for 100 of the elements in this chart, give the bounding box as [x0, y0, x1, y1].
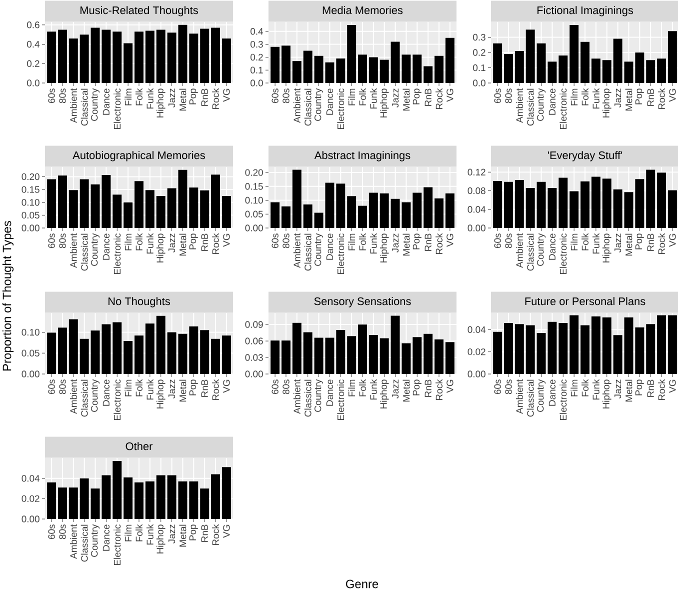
x-tick-label: Dance	[326, 88, 334, 115]
x-tick-label: Country	[314, 88, 324, 121]
x-tick-label: RnB	[424, 380, 432, 397]
x-tick-label: 80s	[59, 524, 66, 540]
bar	[80, 179, 89, 228]
x-tick-label: Classical	[80, 380, 88, 417]
x-tick-label: Ambient	[70, 524, 77, 559]
x-tick-label: Folk	[359, 88, 366, 106]
bar	[514, 324, 524, 374]
bar	[368, 57, 378, 83]
bar	[526, 325, 535, 374]
bar	[200, 190, 210, 228]
x-tick-label: Funk	[146, 379, 154, 400]
x-tick-label: 60s	[272, 234, 278, 248]
x-tick-label: Funk	[592, 88, 600, 108]
y-tick-label: 0.10	[22, 199, 40, 206]
x-tick-label: Dance	[102, 380, 110, 406]
x-tick-label: Dance	[102, 524, 110, 551]
bar	[47, 179, 56, 228]
x-tick-label: Dance	[548, 380, 556, 406]
x-tick-label: Dance	[102, 234, 110, 260]
y-tick-label: 0.03	[245, 354, 263, 361]
y-tick-label: 0.00	[468, 224, 486, 232]
x-tick-label: Electronic	[560, 233, 567, 274]
bar	[445, 342, 454, 374]
x-tick-label: Funk	[592, 379, 600, 400]
x-tick-label: 60s	[48, 88, 55, 103]
x-tick-label: Hiphop	[602, 380, 612, 408]
x-tick-label: Rock	[658, 379, 665, 400]
x-tick-label: Dance	[102, 88, 110, 115]
x-tick-label: Film	[348, 380, 356, 396]
bar	[347, 24, 356, 83]
bar	[211, 174, 220, 228]
bar	[570, 191, 579, 228]
chart-title: Autobiographical Memories	[72, 151, 205, 162]
x-tick-label: Rock	[658, 88, 665, 109]
chart-title: Media Memories	[322, 6, 403, 14]
x-tick-label: RnB	[647, 88, 654, 106]
bar	[211, 338, 220, 374]
y-tick-label: 0.00	[245, 224, 263, 232]
bar	[282, 340, 290, 374]
bar	[211, 28, 220, 83]
bar	[80, 338, 89, 374]
bar	[358, 54, 367, 83]
bar	[124, 340, 133, 374]
bar	[635, 179, 644, 228]
bar	[124, 477, 133, 520]
x-tick-label: Folk	[359, 379, 366, 396]
bar	[47, 332, 56, 374]
x-tick-label: Film	[570, 380, 578, 396]
bar	[580, 325, 590, 374]
x-tick-label: Metal	[402, 88, 410, 111]
bar	[380, 60, 389, 83]
x-tick-label: Folk	[582, 379, 588, 396]
bar	[358, 206, 367, 228]
x-tick-label: Rock	[212, 233, 219, 254]
bar	[336, 58, 346, 83]
bar	[189, 326, 198, 374]
x-tick-label: Rock	[212, 524, 219, 545]
bar	[580, 181, 590, 228]
x-tick-label: Funk	[146, 233, 154, 254]
x-tick-label: Pop	[189, 88, 198, 104]
bar	[424, 187, 433, 228]
x-tick-label: Electronic	[114, 524, 121, 565]
bar	[80, 478, 89, 520]
x-tick-label: Folk	[359, 233, 366, 250]
y-tick-label: 0.15	[22, 186, 40, 193]
bar	[434, 339, 444, 374]
bar	[380, 193, 389, 228]
x-tick-label: Jazz	[392, 88, 399, 108]
bar	[112, 322, 122, 374]
x-tick-label: Rock	[436, 379, 442, 400]
x-tick-label: Film	[124, 234, 132, 250]
y-tick-label: 0.04	[22, 474, 40, 482]
x-tick-label: RnB	[201, 88, 208, 106]
x-tick-label: 80s	[59, 88, 66, 104]
x-tick-label: Hiphop	[156, 234, 166, 262]
x-tick-label: Pop	[189, 234, 198, 250]
x-tick-label: 60s	[494, 380, 501, 394]
bar	[347, 336, 356, 374]
x-tick-label: Metal	[179, 234, 186, 256]
x-tick-label: Electronic	[337, 233, 344, 274]
bar	[303, 204, 312, 228]
x-tick-label: Ambient	[516, 379, 523, 414]
x-tick-label: RnB	[647, 380, 654, 397]
y-tick-label: 0.6	[27, 22, 40, 28]
bar	[358, 324, 367, 374]
y-tick-label: 0.05	[245, 210, 263, 218]
chart-title: Sensory Sensations	[314, 297, 411, 308]
x-tick-label: Film	[124, 380, 132, 396]
bar	[336, 184, 346, 228]
y-tick-label: 0.02	[22, 495, 40, 502]
bar	[68, 487, 78, 520]
bar	[112, 461, 122, 520]
x-tick-label: Jazz	[392, 380, 399, 399]
x-tick-label: VG	[223, 380, 230, 393]
x-tick-label: Electronic	[114, 379, 121, 420]
x-tick-label: Funk	[146, 88, 154, 108]
bar	[602, 60, 612, 83]
x-tick-label: Film	[124, 88, 132, 106]
